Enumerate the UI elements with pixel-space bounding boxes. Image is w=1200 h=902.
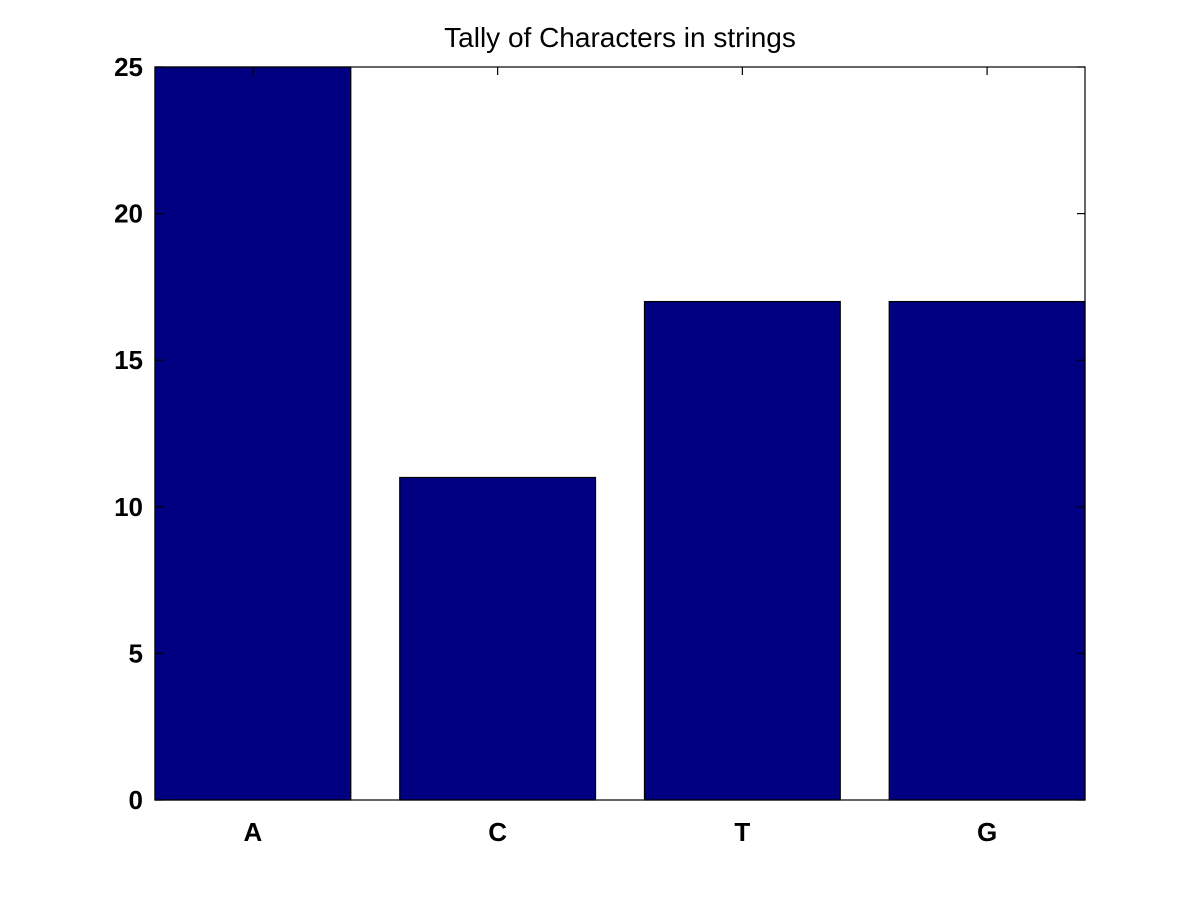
y-tick-label: 20: [114, 199, 143, 229]
x-tick-label-C: C: [488, 817, 507, 847]
y-tick-label: 15: [114, 345, 143, 375]
y-tick-label: 25: [114, 52, 143, 82]
y-axis: 0 5 10 15 20 25: [114, 52, 1085, 815]
y-tick-label: 0: [129, 785, 143, 815]
bars-group: [154, 66, 1086, 801]
x-tick-label-T: T: [734, 817, 750, 847]
bar-T: [643, 300, 841, 801]
plot-frame: [154, 66, 1086, 801]
y-tick-label: 10: [114, 492, 143, 522]
chart-title: Tally of Characters in strings: [444, 22, 796, 53]
bar-G: [888, 300, 1086, 801]
x-tick-label-G: G: [977, 817, 997, 847]
x-tick-label-A: A: [244, 817, 263, 847]
bar-C: [399, 476, 597, 801]
y-tick-label: 5: [129, 638, 143, 668]
bar-A: [154, 66, 352, 801]
